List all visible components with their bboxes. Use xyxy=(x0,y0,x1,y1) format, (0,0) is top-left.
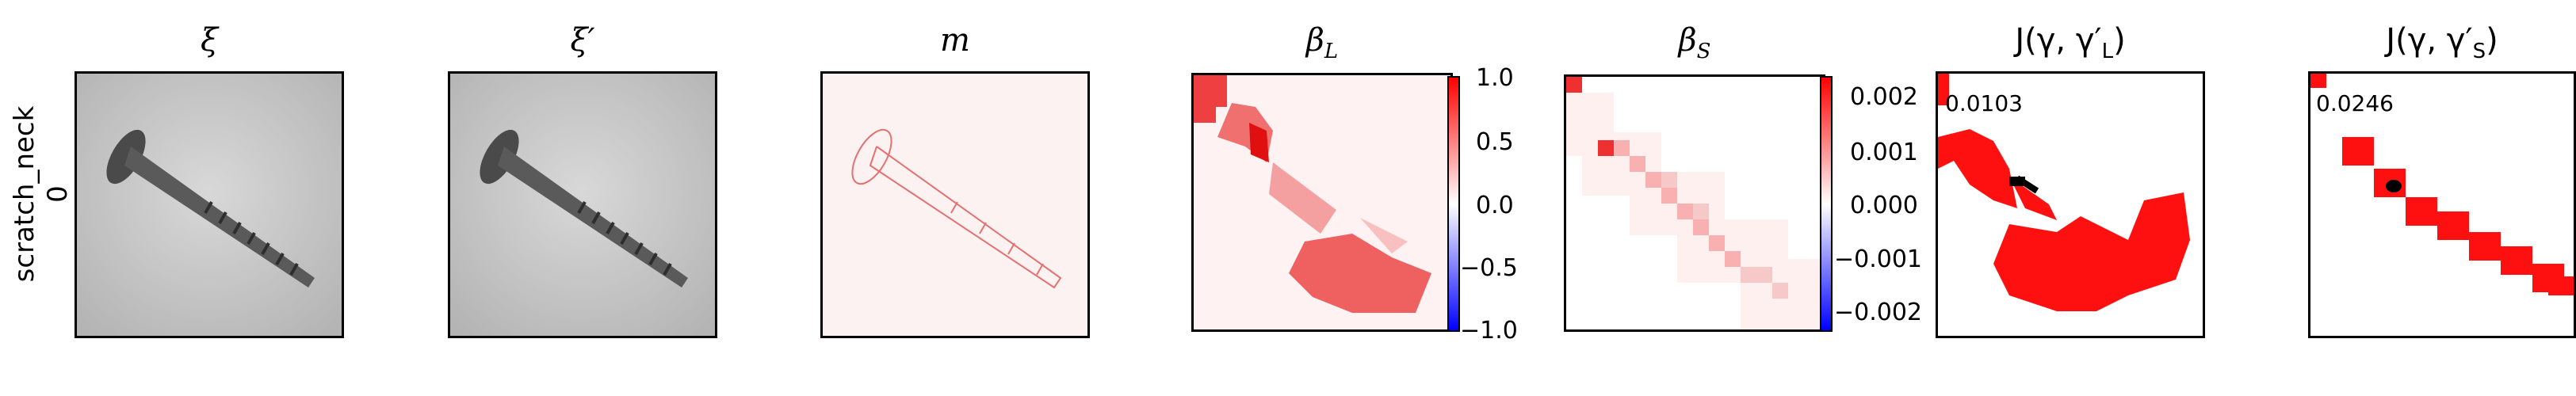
screw-image-xi-prime xyxy=(450,74,715,336)
image-xi-prime xyxy=(448,71,717,338)
row-label: scratch_neck 0 xyxy=(8,75,79,313)
heatmap-j-s xyxy=(2308,71,2576,338)
cbar-l-tick-2: 0.0 xyxy=(1476,192,1514,219)
panel-title-m: m xyxy=(940,22,970,59)
heatmap-beta-l xyxy=(1191,73,1453,332)
image-xi xyxy=(75,71,344,338)
cbar-s-tick-1: 0.001 xyxy=(1850,139,1918,166)
mask-outline xyxy=(823,74,1087,336)
heatmap-beta-s xyxy=(1564,74,1825,332)
colorbar-beta-l xyxy=(1447,76,1460,332)
score-s: 0.0246 xyxy=(2316,90,2394,116)
cbar-l-tick-0: 1.0 xyxy=(1476,64,1514,92)
cbar-l-tick-1: 0.5 xyxy=(1476,128,1514,156)
panel-title-beta-s: βS xyxy=(1678,22,1711,63)
cbar-s-tick-4: −0.002 xyxy=(1834,299,1923,326)
image-mask-m xyxy=(820,71,1090,338)
panel-title-xi-prime: ξ′ xyxy=(570,22,595,59)
screw-image-xi xyxy=(77,74,342,336)
panel-title-j-l: J(γ, γ′L) xyxy=(2015,22,2126,63)
row-label-name: scratch_neck xyxy=(9,105,40,283)
cbar-s-tick-3: −0.001 xyxy=(1834,246,1923,273)
cbar-l-tick-3: −0.5 xyxy=(1460,254,1518,282)
heatmap-j-l xyxy=(1936,71,2205,338)
cbar-s-tick-0: 0.002 xyxy=(1850,83,1918,111)
cbar-s-tick-2: 0.000 xyxy=(1850,192,1918,219)
panel-title-beta-l: βL xyxy=(1305,22,1339,63)
panel-title-xi: ξ xyxy=(200,22,219,59)
score-l: 0.0103 xyxy=(1945,90,2023,116)
row-label-index: 0 xyxy=(42,185,74,203)
cbar-l-tick-4: −1.0 xyxy=(1460,317,1518,345)
panel-title-j-s: J(γ, γ′S) xyxy=(2386,22,2498,63)
colorbar-beta-s xyxy=(1820,76,1833,332)
